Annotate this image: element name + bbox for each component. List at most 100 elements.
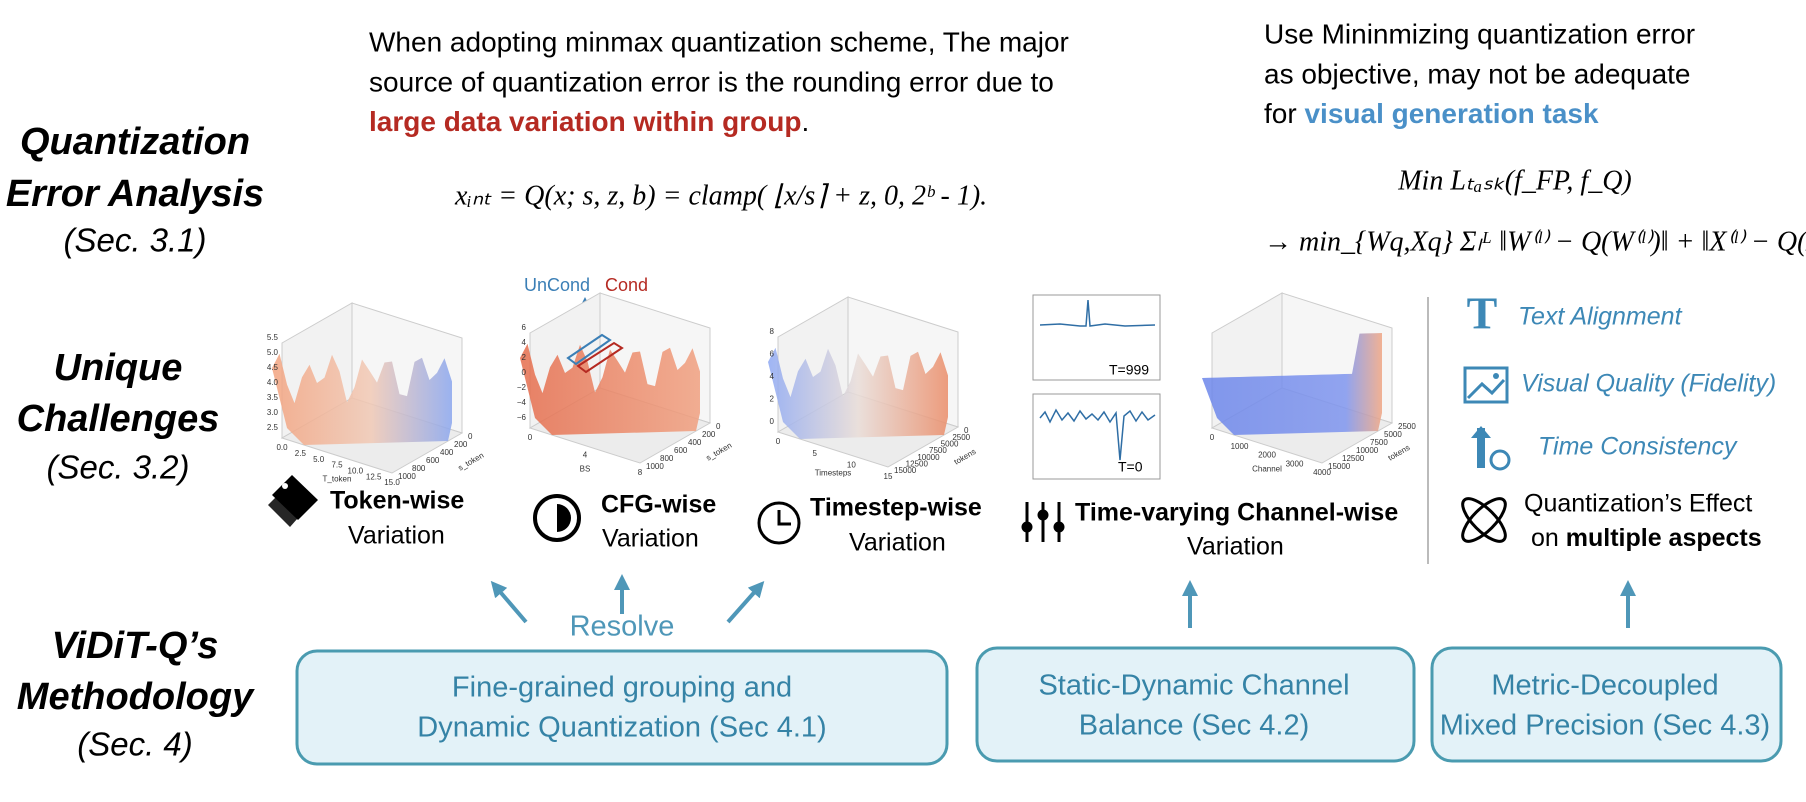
method-text: Balance (Sec 4.2) bbox=[1079, 710, 1310, 742]
icon-clock bbox=[777, 510, 791, 526]
icon-sliders bbox=[1021, 502, 1065, 542]
x-tick-label: 0.0 bbox=[276, 443, 288, 452]
row-title: ViDiT-Q’s bbox=[52, 625, 219, 667]
x-tick-label: 2.5 bbox=[295, 449, 307, 458]
z-tick-label: 2.5 bbox=[267, 423, 279, 432]
z-tick-label: −4 bbox=[517, 398, 527, 407]
plot-surface bbox=[520, 343, 700, 435]
x-tick-label: 5 bbox=[812, 449, 817, 458]
challenge-sub: Variation bbox=[348, 522, 445, 550]
highlight: large data variation within group bbox=[369, 106, 802, 137]
method-text: Metric-Decoupled bbox=[1491, 670, 1718, 702]
aspect: Visual Quality (Fidelity) bbox=[1521, 370, 1776, 398]
y-tick-label: 15000 bbox=[1328, 462, 1351, 471]
z-tick-label: −6 bbox=[517, 413, 527, 422]
z-tick-label: 3.0 bbox=[267, 408, 279, 417]
plot-3d: 864200510151500012500100007500500025000T… bbox=[768, 296, 977, 481]
row-title: Quantization bbox=[20, 121, 250, 163]
x-axis-label: BS bbox=[580, 465, 591, 474]
x-tick-label: 7.5 bbox=[331, 461, 343, 470]
x-tick-label: 2000 bbox=[1258, 451, 1276, 460]
challenge-sub: Variation bbox=[849, 529, 946, 557]
y-tick-label: 12500 bbox=[906, 459, 929, 468]
plot-surface bbox=[272, 353, 452, 445]
icon-image bbox=[1466, 378, 1506, 400]
z-tick-label: 0 bbox=[770, 417, 775, 426]
z-tick-label: 5.5 bbox=[267, 333, 279, 342]
icon-tag-hole bbox=[282, 483, 288, 489]
z-tick-label: 4 bbox=[522, 338, 527, 347]
row-title: Challenges bbox=[17, 398, 220, 440]
analysis-text: When adopting minmax quantization scheme… bbox=[369, 26, 1069, 57]
y-tick-label: 15000 bbox=[894, 466, 917, 475]
z-tick-label: 5.0 bbox=[267, 348, 279, 357]
x-tick-label: 12.5 bbox=[366, 472, 382, 481]
z-tick-label: 4 bbox=[770, 372, 775, 381]
icon-clock bbox=[757, 501, 801, 545]
row-section: (Sec. 3.2) bbox=[46, 449, 189, 486]
z-tick-label: 0 bbox=[522, 368, 527, 377]
z-tick-label: 2 bbox=[522, 353, 527, 362]
y-tick-label: 1000 bbox=[398, 472, 416, 481]
y-axis-label: s_token bbox=[457, 451, 486, 473]
y-tick-label: 2500 bbox=[952, 433, 970, 442]
method-box bbox=[975, 646, 1416, 763]
challenges: Token-wise Variation CFG-wise Variation … bbox=[268, 475, 1398, 561]
analysis-text: as objective, may not be adequate bbox=[1264, 58, 1691, 89]
y-tick-label: 400 bbox=[688, 438, 702, 447]
z-tick-label: 3.5 bbox=[267, 393, 279, 402]
z-tick-label: −2 bbox=[517, 383, 527, 392]
effect-text: on multiple aspects bbox=[1531, 524, 1762, 552]
plots: 5.5 5.0 4.5 4.0 3.5 3.0 2.5 0.0 2.5 5.0 7.5 10.012.… bbox=[267, 292, 1416, 487]
cfg-cond-box bbox=[576, 341, 624, 374]
legend-uncond: UnCond bbox=[524, 275, 590, 295]
y-tick-label: 1000 bbox=[646, 462, 664, 471]
highlight: visual generation task bbox=[1304, 98, 1599, 129]
x-tick-label: 0 bbox=[528, 433, 533, 442]
x-tick-label: 15 bbox=[884, 472, 893, 481]
inset-label: T=0 bbox=[1118, 459, 1143, 475]
y-tick-label: 7500 bbox=[1370, 438, 1388, 447]
x-tick-label: 4000 bbox=[1313, 468, 1331, 477]
insets: T=999 T=0 bbox=[1032, 294, 1161, 480]
y-tick-label: 10000 bbox=[917, 453, 940, 462]
x-axis-label: T_token bbox=[323, 475, 352, 484]
z-tick-label: 4.0 bbox=[267, 378, 279, 387]
y-tick-label: 0 bbox=[716, 422, 721, 431]
y-tick-label: 10000 bbox=[1356, 446, 1379, 455]
icon-contrast bbox=[533, 494, 581, 542]
challenge-sub: Variation bbox=[1187, 533, 1284, 561]
challenge-name: Timestep-wise bbox=[810, 494, 982, 522]
x-tick-label: 5.0 bbox=[313, 455, 325, 464]
y-tick-label: 5000 bbox=[1384, 430, 1402, 439]
plot-3d: 0 1000 2000 3000 400015000125001000075005000… bbox=[1202, 292, 1416, 477]
icon-image bbox=[1493, 373, 1499, 379]
z-tick-label: 8 bbox=[770, 327, 775, 336]
inset-label: T=999 bbox=[1109, 362, 1149, 378]
inset-frame bbox=[1032, 294, 1161, 381]
row-section: (Sec. 3.1) bbox=[63, 222, 206, 259]
z-tick-label: 4.5 bbox=[267, 363, 279, 372]
plot-surface bbox=[1202, 333, 1382, 435]
challenge-sub: Variation bbox=[602, 525, 699, 553]
y-axis-label: s_token bbox=[705, 441, 734, 463]
y-tick-label: 400 bbox=[440, 448, 454, 457]
inset-line bbox=[1039, 299, 1156, 327]
icon-text: T bbox=[1467, 288, 1498, 339]
analysis-text: for visual generation task bbox=[1264, 98, 1599, 129]
objective-expanded: → min_{Wq,Xq} Σₗᴸ ‖W⁽ˡ⁾ − Q(W⁽ˡ⁾)‖ + ‖X⁽… bbox=[1264, 226, 1806, 257]
inset-line bbox=[1039, 408, 1156, 461]
icon-atom bbox=[1461, 497, 1507, 543]
method-text: Static-Dynamic Channel bbox=[1038, 670, 1349, 702]
icon-image bbox=[1463, 366, 1509, 404]
methods: Fine-grained grouping and Dynamic Quanti… bbox=[295, 646, 1783, 766]
y-tick-label: 600 bbox=[426, 456, 440, 465]
challenge-name: Token-wise bbox=[330, 487, 464, 515]
icon-tag bbox=[268, 488, 305, 527]
method-box bbox=[295, 649, 949, 766]
y-tick-label: 800 bbox=[660, 454, 674, 463]
objective: Min Lₜₐₛₖ(f_FP, f_Q) bbox=[1397, 165, 1632, 196]
punct: . bbox=[802, 106, 810, 137]
row-title: Unique bbox=[54, 347, 183, 389]
